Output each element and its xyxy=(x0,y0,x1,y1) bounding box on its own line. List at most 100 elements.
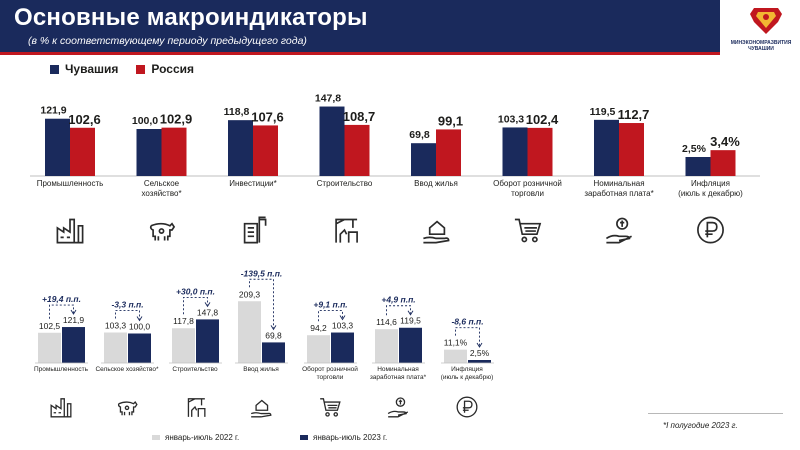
change-label: -3,3 п.п. xyxy=(111,300,143,310)
bar-2022 xyxy=(172,328,195,363)
category-label: Оборот розничной xyxy=(302,365,358,373)
change-label: -8,6 п.п. xyxy=(451,317,483,327)
bar-2022 xyxy=(238,301,261,363)
bar-russia xyxy=(344,124,370,176)
data-label-russia: 112,7 xyxy=(618,107,650,122)
change-arrow xyxy=(70,309,77,315)
change-label: +4,9 п.п. xyxy=(381,295,415,305)
coat-of-arms-icon xyxy=(750,8,782,34)
bar-2023 xyxy=(128,333,151,363)
page-subtitle: (в % к соответствующему периоду предыдущ… xyxy=(28,35,307,47)
data-label-2022: 11,1% xyxy=(444,338,468,348)
top-chart-legend: Чувашия Россия xyxy=(50,62,194,76)
category-label: заработная плата* xyxy=(370,373,427,381)
data-label-2022: 114,6 xyxy=(376,317,397,327)
bar-chuvashia xyxy=(411,143,436,176)
construction-crane-icon xyxy=(335,218,358,243)
category-label: (июль к декабрю) xyxy=(678,189,743,198)
category-label: Номинальная xyxy=(593,179,644,188)
data-label-2022: 102,5 xyxy=(39,321,61,331)
change-label: +19,4 п.п. xyxy=(42,294,81,304)
bar-2022 xyxy=(104,332,127,363)
legend-label-2023: январь-июль 2023 г. xyxy=(313,433,388,442)
header-accent-line xyxy=(0,52,720,55)
category-label: Оборот розничной xyxy=(493,179,562,188)
house-in-hand-icon xyxy=(423,220,450,244)
cow-icon xyxy=(117,401,138,416)
change-arrow xyxy=(270,325,277,331)
category-label: Промышленность xyxy=(37,179,104,188)
data-label-chuvashia: 118,8 xyxy=(224,106,250,118)
factory-icon xyxy=(56,218,84,244)
bar-2023 xyxy=(62,327,85,363)
category-label: заработная плата* xyxy=(584,189,653,198)
data-label-russia: 102,4 xyxy=(526,112,559,127)
house-in-hand-icon xyxy=(250,399,272,418)
data-label-2023: 100,0 xyxy=(129,322,151,332)
footnote-divider xyxy=(648,413,783,414)
bar-russia xyxy=(527,127,553,176)
legend-label-2022: январь-июль 2022 г. xyxy=(165,433,240,442)
legend-item-russia: Россия xyxy=(136,62,194,76)
bar-russia xyxy=(253,125,278,176)
money-hand-icon xyxy=(605,217,632,244)
category-label: Инфляция xyxy=(691,179,730,188)
shopping-cart-icon xyxy=(320,398,341,417)
bar-chuvashia xyxy=(45,118,70,176)
data-label-2023: 69,8 xyxy=(265,330,282,340)
data-label-2023: 2,5% xyxy=(470,348,490,358)
ruble-coin-icon xyxy=(456,396,478,418)
crane-building-icon xyxy=(243,216,267,244)
bar-chuvashia xyxy=(228,120,253,176)
bar-chuvashia xyxy=(319,106,345,176)
category-label: торговли xyxy=(511,189,544,198)
category-label: Промышленность xyxy=(34,366,89,373)
header-bar: Основные макроиндикаторы (в % к соответс… xyxy=(0,0,720,52)
data-label-2022: 103,3 xyxy=(105,321,127,331)
change-bracket xyxy=(115,310,140,320)
change-bracket xyxy=(386,305,411,316)
data-label-chuvashia: 69,8 xyxy=(409,129,430,141)
category-label: Строительство xyxy=(317,179,373,188)
data-label-2022: 209,3 xyxy=(239,289,261,299)
data-label-chuvashia: 119,5 xyxy=(590,106,616,118)
factory-icon xyxy=(50,398,72,418)
ruble-coin-icon xyxy=(697,216,724,244)
category-label: Номинальная xyxy=(377,366,419,373)
data-label-chuvashia: 2,5% xyxy=(682,143,707,155)
change-bracket xyxy=(318,310,343,322)
data-label-chuvashia: 100,0 xyxy=(132,115,158,127)
bar-russia xyxy=(436,129,461,176)
data-label-2022: 117,8 xyxy=(173,316,194,326)
bar-chuvashia xyxy=(136,129,162,176)
bar-2023 xyxy=(399,327,422,363)
category-label: Ввод жилья xyxy=(243,366,279,373)
change-label: -139,5 п.п. xyxy=(241,268,283,278)
category-label: Сельское xyxy=(144,179,180,188)
category-label: (июль к декабрю) xyxy=(441,373,494,381)
data-label-russia: 99,1 xyxy=(438,113,463,128)
data-label-russia: 3,4% xyxy=(710,134,740,149)
bar-2022 xyxy=(444,349,467,363)
change-arrow xyxy=(476,342,483,348)
legend-swatch-2022 xyxy=(152,435,160,440)
data-label-2023: 103,3 xyxy=(332,321,354,331)
legend-label-russia: Россия xyxy=(151,62,194,76)
logo-caption: МИНЭКОНОМРАЗВИТИЯ ЧУВАШИИ xyxy=(730,40,792,52)
bottom-legend-2022: январь-июль 2022 г. xyxy=(152,433,239,442)
bar-russia xyxy=(619,123,644,176)
footnote: *I полугодие 2023 г. xyxy=(663,421,738,430)
bottom-legend-2023: январь-июль 2023 г. xyxy=(300,433,387,442)
change-bracket xyxy=(183,296,208,315)
legend-swatch-2023 xyxy=(300,435,308,440)
data-label-russia: 108,7 xyxy=(343,109,376,124)
page-title: Основные макроиндикаторы xyxy=(14,4,368,31)
change-arrow xyxy=(204,302,211,308)
legend-item-chuvashia: Чувашия xyxy=(50,62,118,76)
data-label-2023: 121,9 xyxy=(63,315,85,325)
data-label-chuvashia: 103,3 xyxy=(498,113,524,125)
category-label: хозяйство* xyxy=(141,189,181,198)
category-label: Инвестиции* xyxy=(229,179,277,188)
